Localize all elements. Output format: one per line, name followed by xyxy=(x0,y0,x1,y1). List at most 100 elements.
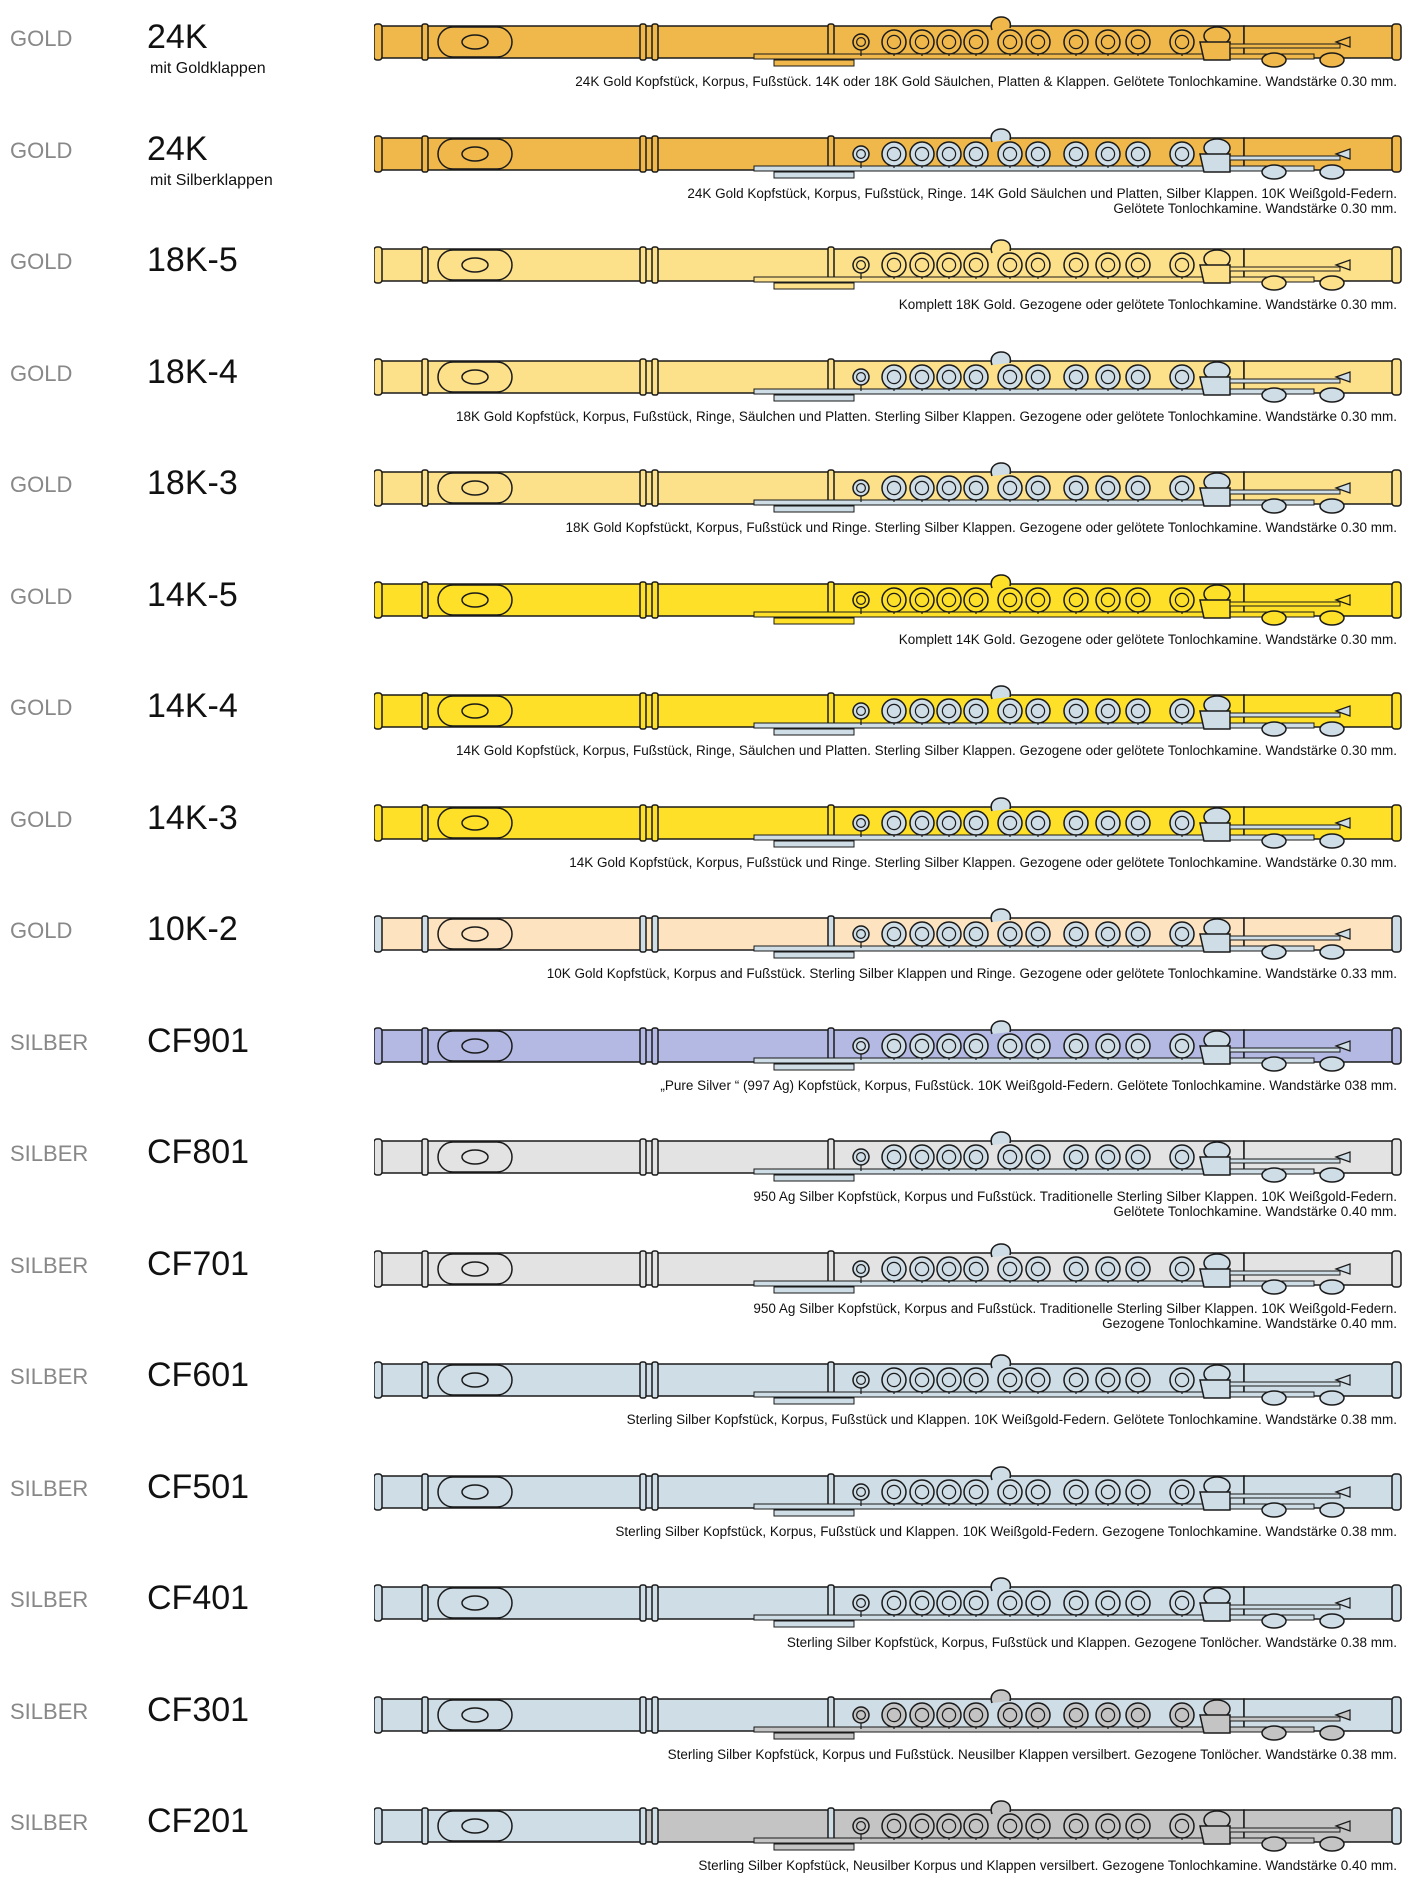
key-tone-hole xyxy=(914,1149,930,1165)
key-tone-hole xyxy=(914,480,930,496)
flute-model-row: GOLD 14K-3 14K Gold Kopfstück, Korpus, F… xyxy=(0,781,1413,892)
foot-key-cluster xyxy=(1199,1602,1231,1622)
crown xyxy=(374,1695,383,1734)
model-description: Sterling Silber Kopfstück, Korpus, Fußst… xyxy=(626,1412,1397,1427)
key-tone-hole xyxy=(968,1595,984,1611)
key-tone-hole xyxy=(1174,1595,1190,1611)
tenon-ring xyxy=(651,1472,659,1511)
flute-model-row: SILBER CF201 Sterling Silber Kopfstück, … xyxy=(0,1784,1413,1895)
key-tone-hole xyxy=(968,34,984,50)
foot-key-cluster xyxy=(1199,710,1231,730)
key-tone-hole xyxy=(1174,34,1190,50)
model-name: 10K-2 xyxy=(147,910,238,948)
g-sharp-lever xyxy=(990,127,1011,142)
model-name: 14K-5 xyxy=(147,575,238,614)
flute-illustration xyxy=(374,908,1402,960)
key-tone-hole xyxy=(968,815,984,830)
flute-illustration xyxy=(374,573,1402,626)
key-tone-hole xyxy=(1030,257,1046,273)
key-tone-hole xyxy=(1100,1372,1116,1388)
material-category: SILBER xyxy=(10,1364,89,1389)
roller-key xyxy=(1261,944,1287,960)
key-tone-hole xyxy=(914,815,930,830)
trill-rod xyxy=(773,1843,855,1851)
key-tone-hole xyxy=(1174,1707,1190,1722)
key-tone-hole xyxy=(1100,592,1116,607)
key-tone-hole xyxy=(941,146,957,161)
key-tone-hole xyxy=(941,592,957,607)
g-sharp-lever xyxy=(990,1688,1011,1703)
foot-joint xyxy=(1243,694,1397,728)
model-name: 14K-3 xyxy=(147,798,238,837)
foot-rod xyxy=(1229,378,1341,383)
model-name: CF301 xyxy=(147,1690,250,1729)
foot-end-ring xyxy=(1391,580,1402,619)
key-tone-hole xyxy=(968,926,984,942)
embouchure-hole xyxy=(461,368,489,385)
foot-joint xyxy=(1243,805,1397,840)
key-tone-hole xyxy=(1174,1372,1190,1388)
embouchure-hole xyxy=(461,1037,489,1054)
tenon-ring xyxy=(421,1249,429,1288)
foot-rod-tip xyxy=(1334,1820,1351,1832)
key-tone-hole xyxy=(1030,1595,1046,1611)
foot-rod xyxy=(1229,1604,1341,1610)
flute-illustration xyxy=(374,1800,1402,1852)
foot-rod xyxy=(1229,1716,1341,1721)
flute-model-row: SILBER CF701 950 Ag Silber Kopfstück, Ko… xyxy=(0,1227,1413,1338)
key-tone-hole xyxy=(886,257,902,273)
foot-key-cluster xyxy=(1199,1156,1231,1176)
g-sharp-lever xyxy=(990,1019,1011,1034)
roller-key xyxy=(1319,1501,1345,1518)
tenon-ring xyxy=(639,803,647,842)
key-tone-hole xyxy=(1002,1818,1018,1834)
key-tone-hole xyxy=(1130,34,1146,50)
flute-illustration xyxy=(374,685,1402,737)
model-name: CF401 xyxy=(147,1579,250,1617)
roller-key xyxy=(1261,1278,1287,1295)
flute-model-row: GOLD 14K-4 14K Gold Kopfstück, Korpus, F… xyxy=(0,669,1413,780)
key-tone-hole xyxy=(886,926,902,942)
key-tone-hole xyxy=(968,369,984,384)
model-description: 14K Gold Kopfstück, Korpus, Fußstück, Ri… xyxy=(455,743,1397,758)
lip-plate xyxy=(437,918,513,950)
model-name: CF701 xyxy=(147,1244,250,1283)
foot-key-cluster xyxy=(1199,1044,1231,1065)
model-description: Komplett 18K Gold. Gezogene oder gelötet… xyxy=(898,297,1397,312)
key-tone-hole xyxy=(856,929,867,940)
model-description: Sterling Silber Kopfstück, Korpus, Fußst… xyxy=(615,1523,1397,1539)
roller-key xyxy=(1319,1055,1345,1072)
key-tone-hole xyxy=(968,1261,984,1276)
foot-rod xyxy=(1229,1158,1341,1164)
foot-rod-tip xyxy=(1334,1485,1351,1498)
foot-end-ring xyxy=(1391,246,1402,284)
key-tone-hole xyxy=(941,34,957,50)
tenon-ring xyxy=(421,1361,429,1399)
key-tone-hole xyxy=(1130,815,1146,830)
trill-rod xyxy=(773,1397,855,1405)
g-sharp-lever xyxy=(990,908,1011,923)
key-tone-hole xyxy=(1174,1484,1190,1499)
key-tone-hole xyxy=(1100,1149,1116,1165)
lip-plate xyxy=(437,806,513,839)
trill-rod xyxy=(773,59,855,67)
flute-model-row: GOLD 18K-5 Komplett 18K Gold. Gezogene o… xyxy=(0,223,1413,334)
material-category: SILBER xyxy=(10,1029,89,1055)
key-tone-hole xyxy=(968,1818,984,1834)
roller-key xyxy=(1319,386,1345,403)
foot-end-ring xyxy=(1391,803,1402,842)
key-tone-hole xyxy=(886,1595,902,1611)
tenon-ring xyxy=(639,134,647,173)
tenon-ring xyxy=(651,23,659,61)
tenon-ring xyxy=(639,580,647,619)
key-tone-hole xyxy=(1174,1038,1190,1053)
key-tone-hole xyxy=(1002,1149,1018,1165)
key-tone-hole xyxy=(856,37,867,48)
foot-rod xyxy=(1229,601,1341,606)
roller-key xyxy=(1319,498,1345,514)
roller-key xyxy=(1261,163,1287,180)
tenon-ring xyxy=(421,246,429,284)
tenon-ring xyxy=(639,1026,647,1065)
key-tone-hole xyxy=(1130,926,1146,942)
foot-rod xyxy=(1229,489,1341,495)
